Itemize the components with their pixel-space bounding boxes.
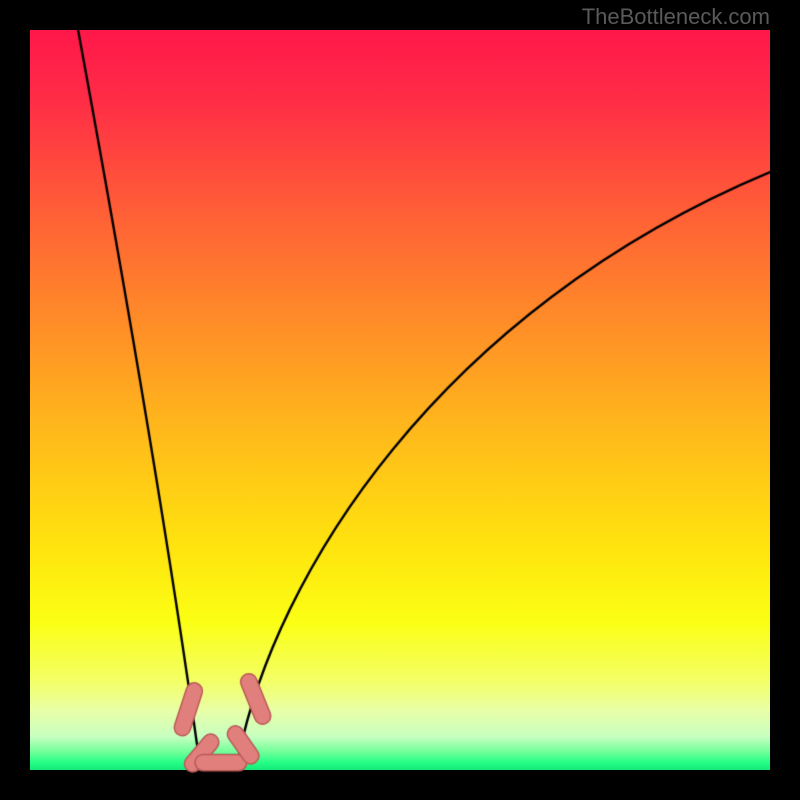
bottleneck-curve-canvas: [0, 0, 800, 800]
figure-root: TheBottleneck.com: [0, 0, 800, 800]
watermark-text: TheBottleneck.com: [582, 4, 770, 30]
